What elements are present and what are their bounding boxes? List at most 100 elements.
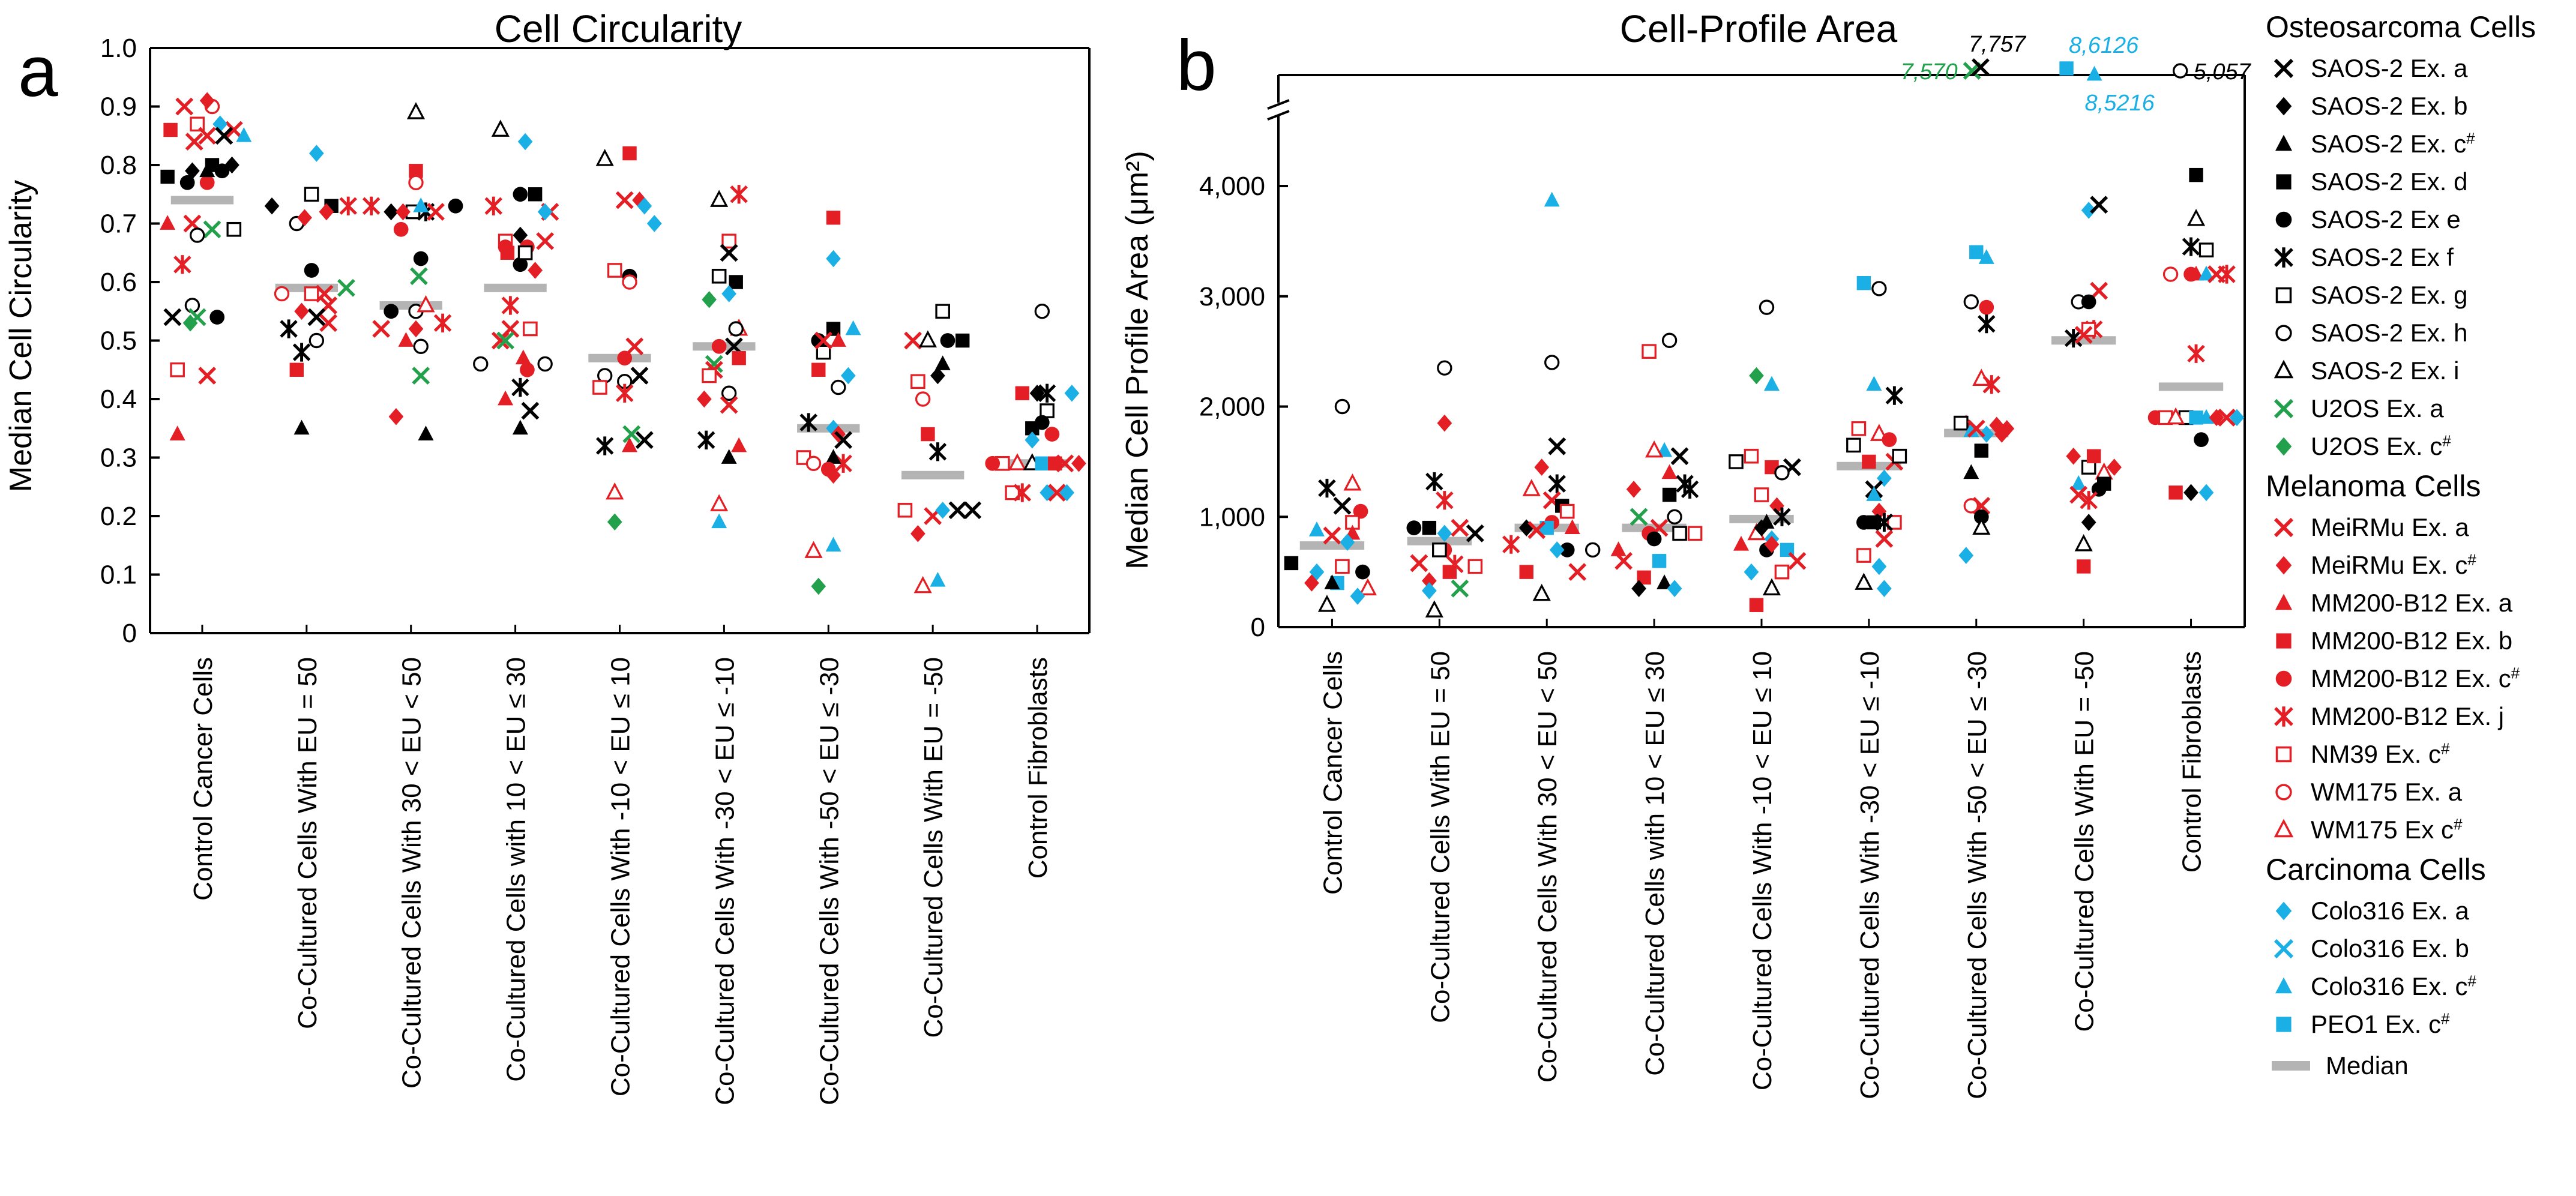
panel-b-area: b Cell-Profile Area Median Cell Profile …	[1120, 7, 2252, 1099]
data-point	[606, 482, 624, 500]
data-point	[528, 262, 543, 279]
data-point	[1451, 579, 1469, 598]
data-point	[292, 343, 311, 362]
data-point	[1871, 557, 1887, 575]
data-point	[918, 330, 937, 347]
legend-entry-label: MM200-B12 Ex. a	[2311, 589, 2513, 617]
data-point	[1015, 386, 1029, 400]
data-point	[1763, 376, 1780, 391]
data-point	[1304, 574, 1319, 592]
data-point	[1749, 367, 1764, 385]
data-point	[413, 338, 429, 354]
data-point	[1645, 440, 1664, 458]
data-point	[622, 274, 637, 290]
data-point	[1425, 472, 1443, 491]
y-tick-label: 0.7	[100, 209, 137, 239]
data-point	[517, 133, 533, 151]
data-point	[622, 437, 638, 452]
data-point	[1982, 375, 2001, 394]
outlier-point	[2086, 65, 2102, 81]
data-point	[2069, 485, 2088, 504]
legend-marker	[2275, 593, 2292, 610]
data-point	[2189, 167, 2203, 182]
panel-a-axes: 0 0.1 0.2 0.3 0.4 0.5 0.6 0.7 0.8 0.9 1.0	[100, 34, 1091, 648]
data-point	[512, 419, 528, 435]
data-point	[319, 314, 338, 332]
data-point	[185, 162, 200, 180]
panel-a-points	[160, 92, 1086, 595]
data-point	[1667, 509, 1682, 524]
data-point	[1974, 443, 1988, 458]
data-point	[501, 296, 520, 315]
data-point	[711, 338, 727, 354]
data-point	[1652, 554, 1667, 568]
data-point	[930, 571, 946, 587]
data-point	[304, 286, 319, 301]
data-point	[595, 436, 614, 455]
data-point	[985, 455, 1001, 471]
panel-b-category-labels: Control Cancer Cells Co-Cultured Cells Wi…	[1318, 651, 2206, 1099]
legend-entry-label: SAOS-2 Ex. g	[2311, 281, 2467, 309]
data-point	[2186, 208, 2206, 226]
data-point	[170, 362, 185, 377]
data-point	[214, 163, 230, 179]
data-point	[697, 430, 715, 449]
data-point	[179, 175, 195, 190]
legend-marker	[2275, 134, 2292, 151]
legend-median-swatch	[2272, 1061, 2310, 1071]
data-point	[1308, 521, 1325, 536]
data-point	[198, 127, 217, 145]
data-point	[728, 321, 744, 337]
data-point	[1437, 524, 1452, 542]
data-point	[2107, 458, 2122, 476]
data-point	[2162, 266, 2179, 282]
data-point	[1661, 464, 1678, 479]
legend-entry-label: WM175 Ex c#	[2311, 815, 2463, 844]
data-point	[2090, 281, 2108, 300]
category-label: Co-Cultured Cells With 30 < EU < 50	[1533, 651, 1562, 1083]
legend-marker	[2275, 784, 2292, 801]
data-point	[1681, 479, 1699, 499]
median-bar	[2051, 336, 2116, 345]
data-point	[1969, 245, 1984, 259]
data-point	[1350, 587, 1365, 605]
legend-group-title: Osteosarcoma Cells	[2266, 10, 2536, 44]
data-point	[537, 356, 553, 372]
panel-b-ylabel: Median Cell Profile Area (μm²)	[1120, 151, 1155, 569]
data-point	[1343, 473, 1362, 491]
panel-b-axes: 0 1,000 2,000 3,000 4,000	[1199, 74, 2246, 642]
data-point	[528, 187, 543, 202]
data-point	[729, 275, 743, 289]
data-point	[934, 355, 951, 370]
data-point	[1875, 530, 1894, 548]
data-point	[1953, 415, 1969, 431]
legend-entry-label: WM175 Ex. a	[2311, 778, 2463, 806]
data-point	[948, 501, 967, 520]
legend-entry-label: MM200-B12 Ex. c#	[2311, 664, 2520, 693]
panel-b-title: Cell-Profile Area	[1620, 7, 1898, 50]
data-point	[372, 320, 391, 338]
data-point	[308, 332, 325, 349]
data-point	[615, 191, 634, 209]
data-point	[955, 333, 970, 348]
data-point	[1672, 526, 1687, 541]
data-point	[1544, 355, 1560, 370]
data-point	[412, 367, 430, 385]
data-point	[1422, 520, 1437, 535]
data-point	[814, 331, 832, 350]
data-point	[520, 362, 535, 377]
legend-entry-label: Colo316 Ex. b	[2311, 934, 2469, 963]
legend-marker	[2274, 398, 2294, 419]
data-point	[1661, 332, 1678, 348]
data-point	[1972, 517, 1991, 535]
y-tick-label: 1.0	[100, 34, 137, 63]
data-point	[1958, 547, 1974, 564]
y-tick-label: 0.2	[100, 502, 137, 531]
data-point	[1875, 512, 1894, 532]
median-bar	[170, 196, 234, 205]
data-point	[1355, 564, 1370, 580]
y-tick-label: 0	[122, 619, 137, 648]
data-point	[173, 255, 191, 274]
data-point	[1502, 535, 1520, 554]
